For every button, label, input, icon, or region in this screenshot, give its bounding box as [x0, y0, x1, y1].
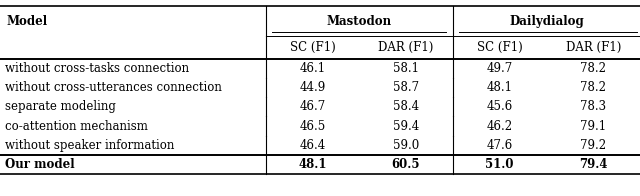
Text: 49.7: 49.7 [486, 62, 513, 75]
Text: 47.6: 47.6 [486, 139, 513, 152]
Text: 45.6: 45.6 [486, 100, 513, 113]
Text: 79.1: 79.1 [580, 120, 606, 132]
Text: 46.1: 46.1 [300, 62, 326, 75]
Text: SC (F1): SC (F1) [289, 41, 335, 54]
Text: 60.5: 60.5 [392, 158, 420, 171]
Text: 58.4: 58.4 [393, 100, 419, 113]
Text: 44.9: 44.9 [300, 81, 326, 94]
Text: 59.4: 59.4 [393, 120, 419, 132]
Text: Mastodon: Mastodon [326, 15, 392, 28]
Text: DAR (F1): DAR (F1) [378, 41, 434, 54]
Text: without cross-tasks connection: without cross-tasks connection [5, 62, 189, 75]
Text: Model: Model [6, 15, 47, 28]
Text: without speaker information: without speaker information [5, 139, 175, 152]
Text: 46.5: 46.5 [300, 120, 326, 132]
Text: 46.4: 46.4 [300, 139, 326, 152]
Text: without cross-utterances connection: without cross-utterances connection [5, 81, 222, 94]
Text: Dailydialog: Dailydialog [509, 15, 584, 28]
Text: SC (F1): SC (F1) [477, 41, 522, 54]
Text: 51.0: 51.0 [485, 158, 514, 171]
Text: 48.1: 48.1 [486, 81, 513, 94]
Text: DAR (F1): DAR (F1) [566, 41, 621, 54]
Text: 48.1: 48.1 [298, 158, 326, 171]
Text: 46.7: 46.7 [300, 100, 326, 113]
Text: 78.3: 78.3 [580, 100, 606, 113]
Text: separate modeling: separate modeling [5, 100, 116, 113]
Text: 58.7: 58.7 [393, 81, 419, 94]
Text: 79.2: 79.2 [580, 139, 606, 152]
Text: 78.2: 78.2 [580, 81, 606, 94]
Text: 46.2: 46.2 [486, 120, 513, 132]
Text: 78.2: 78.2 [580, 62, 606, 75]
Text: 59.0: 59.0 [393, 139, 419, 152]
Text: 58.1: 58.1 [393, 62, 419, 75]
Text: 79.4: 79.4 [579, 158, 607, 171]
Text: co-attention mechanism: co-attention mechanism [5, 120, 148, 132]
Text: Our model: Our model [5, 158, 75, 171]
